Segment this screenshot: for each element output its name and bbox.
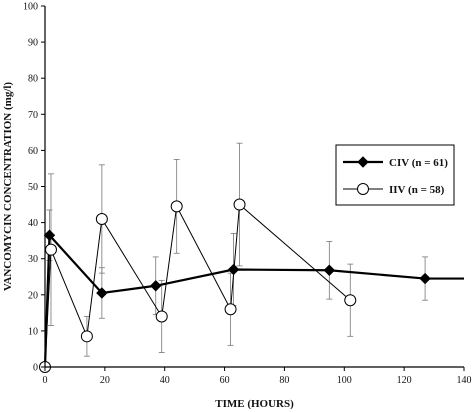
x-tick-label: 0: [43, 375, 48, 386]
civ-data-point: [323, 264, 336, 276]
x-tick-label: 80: [279, 375, 289, 386]
legend: CIV (n = 61) IIV (n = 58): [335, 144, 455, 206]
x-ticks: 0 20 40 60 80 100 120 140: [43, 367, 472, 386]
y-tick-label: 70: [28, 110, 38, 121]
civ-data-point: [227, 263, 240, 276]
y-tick-label: 100: [23, 2, 38, 13]
x-tick-label: 40: [160, 375, 170, 386]
y-tick-label: 60: [28, 146, 38, 157]
iiv-data-point: [155, 310, 168, 323]
x-axis-title: TIME (HOURS): [215, 398, 294, 410]
legend-marker-civ: [357, 156, 369, 168]
y-axis-title: VANCOMYCIN CONCENTRATION (mg/l): [2, 82, 14, 292]
civ-data-point: [43, 229, 56, 241]
y-tick-label: 50: [28, 182, 38, 193]
iiv-data-point: [344, 294, 357, 307]
x-tick-label: 100: [337, 375, 352, 386]
series-lines: [43, 203, 464, 368]
y-ticks: 0 10 20 30 40 50 60 70 80 90 100: [23, 2, 45, 374]
x-tick-label: 120: [397, 375, 412, 386]
iiv-data-point: [224, 303, 237, 316]
x-tick-label: 60: [220, 375, 230, 386]
iiv-data-point: [170, 200, 183, 213]
x-tick-label: 20: [100, 375, 110, 386]
y-tick-label: 40: [28, 218, 38, 229]
legend-box: [335, 144, 455, 206]
x-tick-label: 140: [457, 375, 472, 386]
iiv-data-point: [233, 198, 246, 211]
y-tick-label: 10: [28, 326, 38, 337]
legend-label-civ: CIV (n = 61): [389, 157, 448, 169]
civ-series-line: [43, 232, 464, 368]
civ-data-point: [96, 287, 108, 299]
legend-marker-iiv: [357, 183, 369, 195]
civ-data-point: [419, 272, 431, 285]
y-tick-label: 80: [28, 74, 38, 85]
legend-items: CIV (n = 61) IIV (n = 58): [343, 156, 448, 196]
iiv-series-line: [44, 203, 351, 368]
y-tick-label: 30: [28, 254, 38, 265]
iiv-data-point: [44, 243, 57, 256]
y-tick-label: 90: [28, 38, 38, 49]
legend-label-iiv: IIV (n = 58): [389, 184, 445, 196]
iiv-data-point: [95, 212, 108, 225]
iiv-data-point: [80, 330, 93, 343]
y-tick-label: 20: [28, 290, 38, 301]
series-markers: [39, 198, 431, 373]
y-tick-label: 0: [33, 363, 38, 374]
civ-data-point: [150, 280, 162, 292]
